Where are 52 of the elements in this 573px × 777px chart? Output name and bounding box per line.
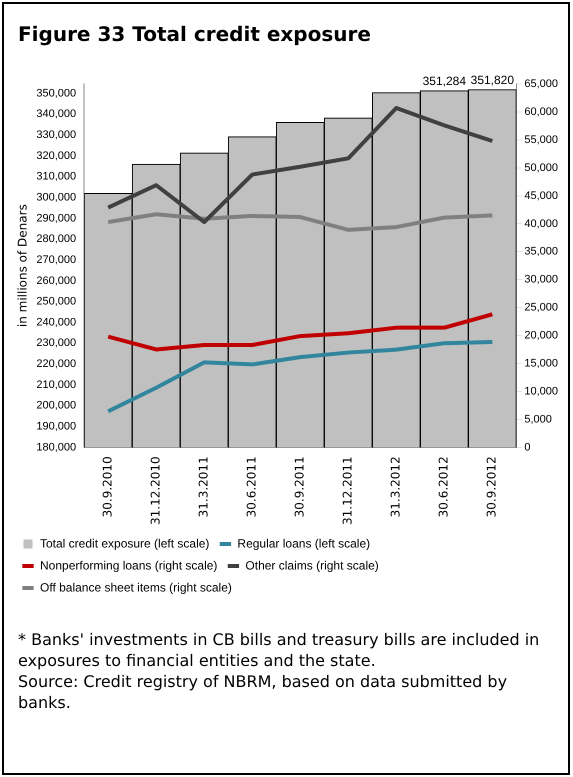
y-tick-label: 260,000 <box>36 274 76 287</box>
y2-tick-label: 50,000 <box>524 162 558 174</box>
legend-label: Other claims (right scale) <box>245 558 379 572</box>
y2-tick-label: 45,000 <box>524 190 558 202</box>
y2-tick-label: 40,000 <box>524 218 558 230</box>
y2-tick-label: 0 <box>524 441 530 454</box>
y-tick-label: 180,000 <box>36 441 76 454</box>
data-label: 351,284 <box>422 74 466 88</box>
y-tick-label: 220,000 <box>36 358 76 370</box>
y-axis-title: in millions of Denars <box>15 204 30 328</box>
chart-title: Figure 33 Total credit exposure <box>18 22 371 46</box>
legend-label: Off balance sheet items (right scale) <box>40 580 232 594</box>
y-tick-label: 270,000 <box>36 254 76 266</box>
y-tick-label: 210,000 <box>36 378 76 391</box>
x-tick-label: 31.3.2012 <box>388 456 402 518</box>
x-tick-label: 30.9.2010 <box>100 456 114 518</box>
y2-tick-label: 25,000 <box>524 302 558 314</box>
y-tick-label: 240,000 <box>36 316 76 328</box>
y2-tick-label: 10,000 <box>524 385 558 398</box>
y-tick-label: 280,000 <box>36 233 76 246</box>
y-tick-label: 300,000 <box>36 191 76 204</box>
x-tick-label: 31.12.2010 <box>148 456 162 526</box>
y2-tick-label: 30,000 <box>524 274 558 286</box>
data-label: 351,820 <box>470 72 514 87</box>
legend-label: Total credit exposure (left scale) <box>40 536 210 550</box>
legend-label: Nonperforming loans (right scale) <box>40 558 218 572</box>
y2-tick-label: 35,000 <box>524 246 558 258</box>
x-tick-label: 30.6.2011 <box>244 456 258 518</box>
y2-tick-label: 60,000 <box>524 106 558 118</box>
y-tick-label: 310,000 <box>36 170 76 183</box>
y-tick-label: 290,000 <box>36 212 76 224</box>
y-tick-label: 230,000 <box>36 337 76 350</box>
y-tick-label: 320,000 <box>36 150 76 162</box>
y2-tick-label: 5,000 <box>524 413 552 426</box>
x-tick-label: 31.3.2011 <box>196 456 210 518</box>
y2-tick-label: 15,000 <box>524 357 558 370</box>
x-tick-label: 30.6.2012 <box>436 456 450 518</box>
x-tick-label: 30.9.2012 <box>484 456 498 518</box>
y-tick-label: 200,000 <box>36 400 76 412</box>
legend-label: Regular loans (left scale) <box>237 536 370 550</box>
y-tick-label: 340,000 <box>36 108 76 120</box>
y-tick-label: 350,000 <box>36 87 76 100</box>
text: * Banks' investments in CB bills and treasury bills are included in exposures to financial entities and the state. <box>18 629 540 671</box>
y-tick-label: 190,000 <box>36 420 76 433</box>
y2-tick-label: 65,000 <box>524 78 558 90</box>
x-tick-label: 31.12.2011 <box>340 456 354 526</box>
source-note: Source: Credit registry of NBRM, based on data submitted by banks. <box>18 671 508 713</box>
y-tick-label: 330,000 <box>36 129 76 142</box>
x-tick-label: 30.9.2011 <box>292 456 306 518</box>
y2-tick-label: 55,000 <box>524 134 558 146</box>
y2-tick-label: 20,000 <box>524 330 558 342</box>
y-tick-label: 250,000 <box>36 296 76 308</box>
